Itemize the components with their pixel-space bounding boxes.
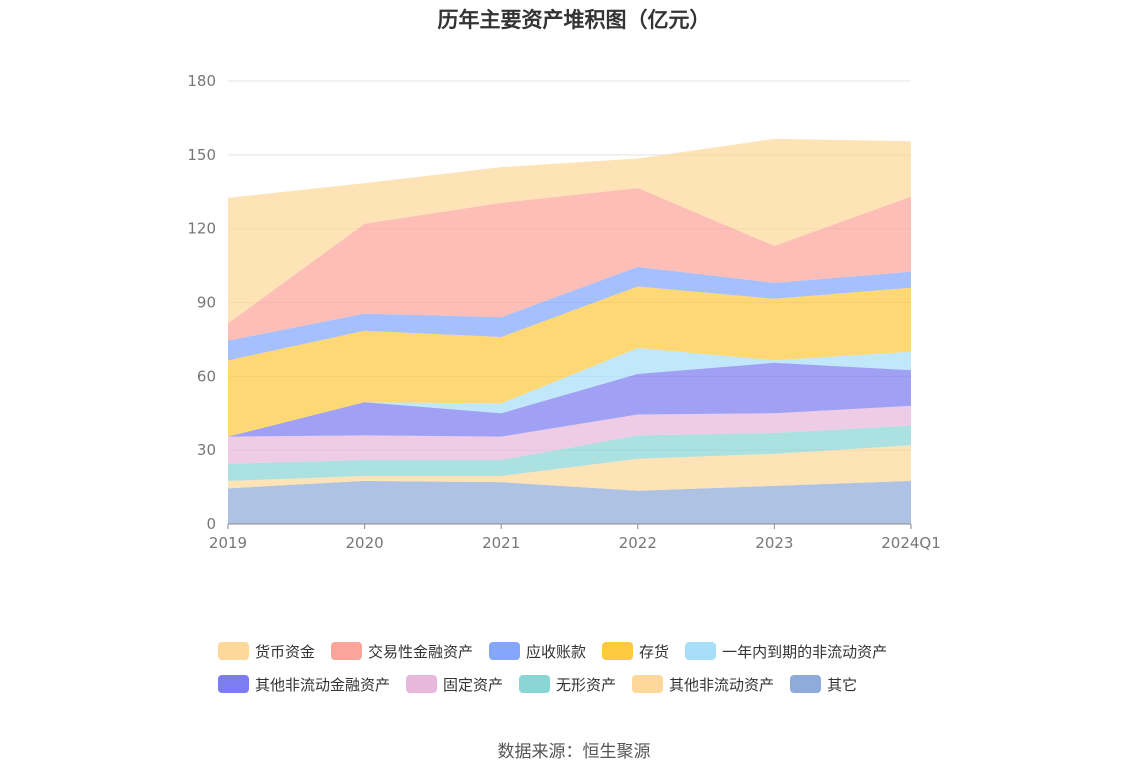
legend-row-2: 其他非流动金融资产 固定资产 无形资产 其他非流动资产 其它	[218, 673, 978, 695]
legend-swatch	[331, 642, 363, 660]
legend-swatch	[489, 642, 521, 660]
y-tick-label: 30	[197, 441, 216, 459]
legend-item[interactable]: 其他非流动资产	[632, 674, 774, 695]
legend-item[interactable]: 应收账款	[489, 641, 586, 662]
area-series-6	[228, 286, 911, 437]
legend-label: 无形资产	[556, 675, 617, 694]
legend-swatch	[519, 675, 551, 693]
y-tick-label: 90	[197, 294, 216, 312]
data-source: 数据来源：恒生聚源	[497, 742, 651, 762]
y-tick-label: 150	[187, 146, 216, 164]
legend-swatch	[685, 642, 717, 660]
legend-swatch	[406, 675, 438, 693]
legend-item[interactable]: 货币资金	[218, 641, 315, 662]
legend-label: 一年内到期的非流动资产	[722, 642, 888, 661]
legend-label: 存货	[639, 642, 670, 661]
area-series-4	[228, 362, 911, 437]
area-series-7	[228, 266, 911, 361]
x-tick-label: 2019	[209, 534, 247, 552]
series-areas	[228, 138, 911, 524]
y-tick-label: 60	[197, 367, 216, 385]
stacked-area-chart: 0 30 60 90 120 150 180 2019 2020 2021 2022 2023 2024…	[187, 72, 940, 552]
legend-item[interactable]: 无形资产	[519, 674, 616, 695]
area-series-8	[228, 188, 911, 341]
area-series-0	[228, 480, 911, 524]
legend-label: 应收账款	[526, 642, 587, 661]
area-series-1	[228, 445, 911, 491]
x-tick-label: 2023	[755, 534, 793, 552]
legend-swatch	[632, 675, 664, 693]
legend-label: 其他非流动金融资产	[255, 675, 391, 694]
legend-swatch	[218, 642, 249, 660]
legend-item[interactable]: 其它	[790, 674, 857, 695]
x-tick-label: 2020	[346, 534, 384, 552]
legend-item[interactable]: 固定资产	[406, 674, 503, 695]
legend-item[interactable]: 交易性金融资产	[331, 641, 473, 662]
legend-item[interactable]: 存货	[602, 641, 669, 662]
area-series-9	[228, 138, 911, 324]
legend-label: 其他非流动资产	[669, 675, 775, 694]
chart-title: 历年主要资产堆积图（亿元）	[437, 8, 711, 32]
x-tick-label: 2021	[482, 534, 520, 552]
legend-label: 交易性金融资产	[368, 642, 474, 661]
x-tick-label: 2024Q1	[881, 534, 941, 552]
legend-label: 其它	[827, 675, 858, 694]
legend-swatch	[790, 675, 822, 693]
legend-label: 固定资产	[443, 675, 504, 694]
area-series-5	[228, 348, 911, 437]
legend: 货币资金 交易性金融资产 应收账款 存货 一年内到期的非流动资产 其他非流动金融资产 固定…	[218, 640, 978, 706]
legend-item[interactable]: 其他非流动金融资产	[218, 674, 390, 695]
area-series-3	[228, 405, 911, 464]
legend-label: 货币资金	[255, 642, 316, 661]
axes: 0 30 60 90 120 150 180 2019 2020 2021 2022 2023 2024…	[187, 72, 940, 552]
legend-row-1: 货币资金 交易性金融资产 应收账款 存货 一年内到期的非流动资产	[218, 640, 978, 662]
legend-swatch	[602, 642, 634, 660]
x-tick-label: 2022	[619, 534, 657, 552]
y-tick-label: 120	[187, 220, 216, 238]
legend-item[interactable]: 一年内到期的非流动资产	[685, 641, 887, 662]
y-tick-label: 0	[206, 515, 216, 533]
area-series-2	[228, 425, 911, 481]
y-tick-label: 180	[187, 72, 216, 90]
legend-swatch	[218, 675, 249, 693]
